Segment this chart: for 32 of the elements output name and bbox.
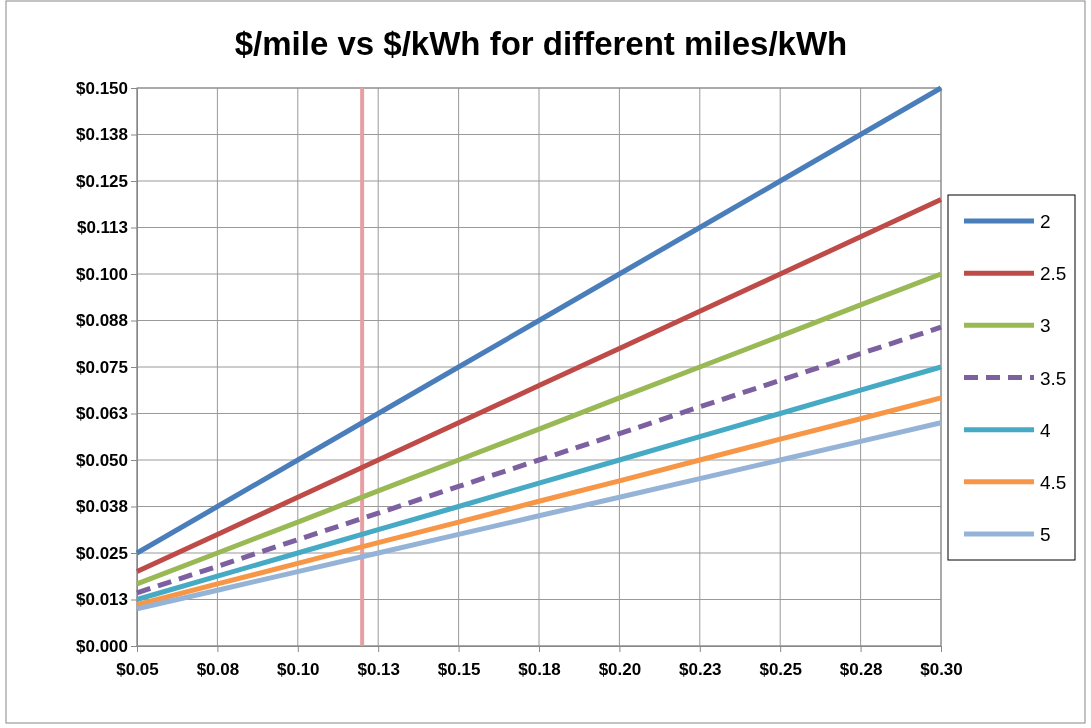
x-tick-label: $0.20 — [598, 660, 642, 680]
x-tick-label: $0.25 — [759, 660, 802, 680]
y-tick-label: $0.013 — [76, 590, 128, 610]
x-tick-label: $0.18 — [518, 660, 561, 680]
y-tick-label: $0.025 — [76, 543, 128, 563]
chart-title: $/mile vs $/kWh for different miles/kWh — [234, 25, 848, 62]
legend-label: 3 — [1040, 315, 1051, 337]
legend-label: 4 — [1040, 419, 1051, 441]
legend-label: 3.5 — [1040, 367, 1067, 389]
x-tick-label: $0.23 — [679, 660, 722, 680]
legend-label: 2 — [1040, 211, 1051, 233]
y-tick-label: $0.000 — [76, 636, 128, 656]
x-tick-label: $0.30 — [920, 660, 963, 680]
y-tick-label: $0.088 — [76, 311, 128, 331]
y-tick-label: $0.063 — [76, 404, 128, 424]
x-tick-label: $0.05 — [116, 660, 159, 680]
y-tick-label: $0.113 — [76, 218, 128, 238]
x-tick-label: $0.15 — [437, 660, 481, 680]
legend-label: 2.5 — [1040, 263, 1067, 285]
y-tick-label: $0.038 — [76, 497, 128, 517]
legend-label: 5 — [1040, 523, 1051, 545]
y-tick-label: $0.138 — [76, 125, 128, 145]
y-tick-label: $0.100 — [76, 264, 128, 284]
legend-label: 4.5 — [1040, 471, 1067, 493]
y-tick-label: $0.150 — [76, 78, 128, 98]
y-tick-label: $0.075 — [76, 357, 128, 377]
x-tick-label: $0.08 — [196, 660, 240, 680]
y-tick-label: $0.050 — [76, 450, 128, 470]
x-tick-label: $0.28 — [839, 660, 883, 680]
y-tick-label: $0.125 — [76, 171, 128, 191]
x-tick-label: $0.10 — [277, 660, 320, 680]
x-tick-label: $0.13 — [357, 660, 400, 680]
